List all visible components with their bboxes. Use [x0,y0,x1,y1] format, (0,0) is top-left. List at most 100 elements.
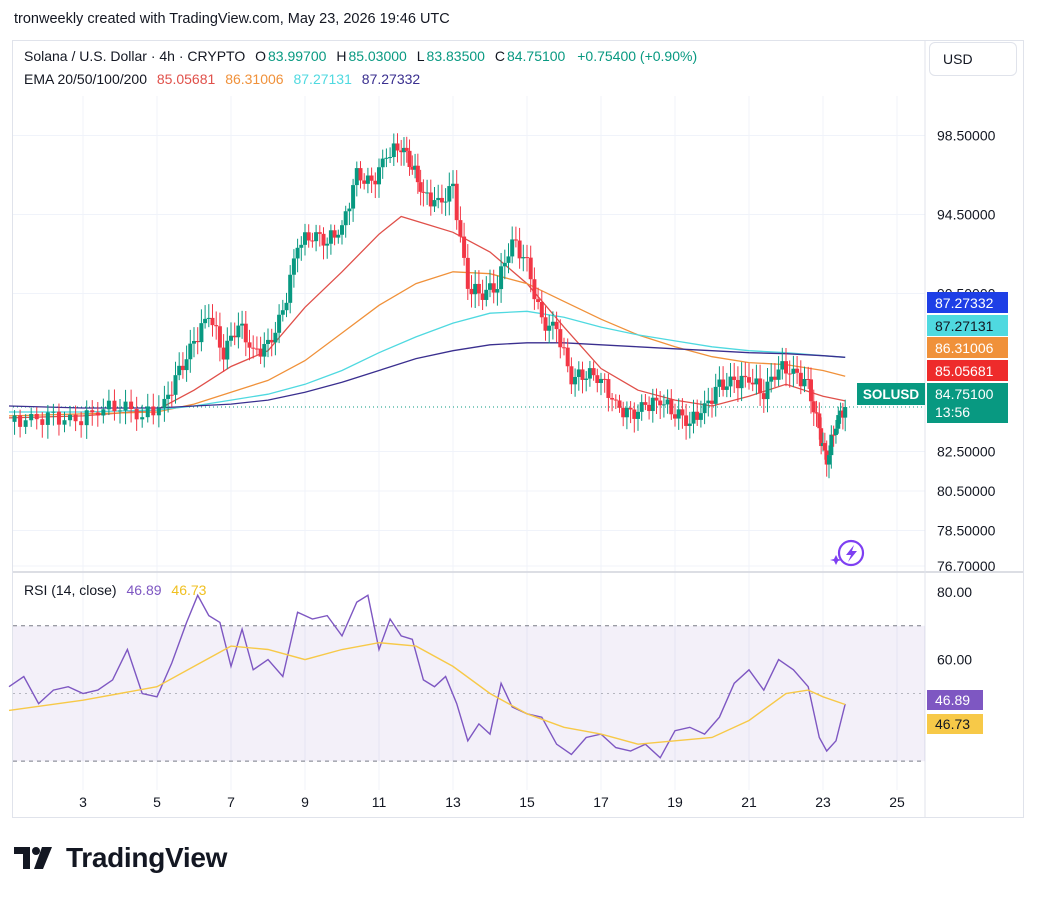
ema200-value: 87.27332 [361,71,421,87]
candle-body [650,397,655,412]
candle-body [377,167,381,185]
candle-body [280,310,285,315]
candle-body [510,239,515,257]
candle-body [717,379,722,387]
candle-body [404,147,409,151]
candle-body [491,283,496,293]
candle-body [391,143,396,158]
candle-body [728,376,733,387]
candle-body [822,443,827,451]
candle-body [380,158,385,168]
candle-body [439,197,444,203]
candle-body [332,230,337,238]
candle-body [676,409,681,419]
symbol-legend: Solana / U.S. Dollar · 4h · CRYPTO O 83.9… [24,48,699,64]
candle-body [210,317,215,326]
candle-body [314,232,319,242]
candle-body [525,257,529,259]
candle-body [106,400,111,410]
lightning-icon[interactable] [830,539,865,567]
candle-body [591,368,596,376]
candle-body [112,400,117,412]
candle-body [811,401,816,413]
currency-button[interactable]: USD [929,42,1017,76]
time-tick-label: 25 [889,794,905,810]
candle-body [325,243,330,246]
candle-body [795,368,800,373]
ema200-price-tag: 87.27332 [927,292,1008,313]
candle-body [665,399,670,405]
candle-body [306,232,311,241]
candle-body [613,399,618,401]
candle-body [528,257,533,280]
candle-body [351,185,356,209]
attribution-text: tronweekly created with TradingView.com,… [14,11,450,27]
candle-body [328,230,333,244]
candle-body [188,343,193,360]
candle-body [134,409,139,420]
candle-body [284,302,289,311]
candle-body [843,407,848,418]
candle-body [595,375,600,383]
candle-body [695,411,700,420]
symbol-title[interactable]: Solana / U.S. Dollar · 4h · CRYPTO [24,48,246,64]
time-tick-label: 15 [519,794,535,810]
rsi-lines [8,593,846,759]
candle-body [101,409,106,416]
candle-body [462,236,467,258]
candle-body [336,234,341,238]
candle-body [232,335,237,338]
high-label: H [336,48,347,64]
candle-body [836,415,841,429]
price-tick-label: 98.50000 [937,127,996,143]
candle-body [29,413,34,421]
candle-body [62,420,67,425]
candle-body [199,323,204,343]
rsi-value-tag: 46.89 [927,690,983,710]
candle-body [817,413,822,429]
candle-body [34,413,39,420]
close-label: C [494,48,505,64]
price-grid [13,40,1023,818]
ema100-price-tag: 87.27131 [927,315,1008,336]
candle-body [425,192,430,194]
ema-label[interactable]: EMA 20/50/100/200 [24,71,147,87]
open-value: 83.99700 [268,48,327,64]
candle-body [747,377,751,383]
candle-body [240,323,245,326]
candle-body [469,288,474,295]
bar-countdown: 13:56 [935,404,971,420]
candle-body [458,220,463,237]
candle-body [288,274,293,303]
candle-body [118,410,122,412]
price-tick-label: 80.50000 [937,483,996,499]
rsi-label[interactable]: RSI (14, close) [24,582,117,598]
candle-body [721,379,726,390]
candle-body [476,283,481,294]
candle-body [451,183,455,187]
candle-body [654,397,659,401]
candle-body [758,378,763,394]
candle-body [824,450,829,465]
candle-body [192,340,196,344]
rsi-tick-label: 60.00 [937,652,972,668]
rsi-line-rsi [8,593,846,759]
price-tick-label: 82.50000 [937,443,996,459]
tradingview-logo[interactable]: TradingView [14,842,227,874]
candle-body [624,407,629,418]
candle-body [340,225,344,235]
candle-body [480,293,485,300]
candle-body [251,347,256,349]
candle-body [156,408,161,416]
candle-body [310,240,315,242]
candle-body [584,378,589,380]
candle-body [321,233,326,246]
close-value: 84.75100 [506,48,566,64]
tradingview-logo-icon [14,847,52,869]
candle-body [698,413,703,420]
candle-body [145,406,150,418]
candle-body [258,348,263,357]
candle-body [225,340,230,360]
candle-body [277,314,282,333]
